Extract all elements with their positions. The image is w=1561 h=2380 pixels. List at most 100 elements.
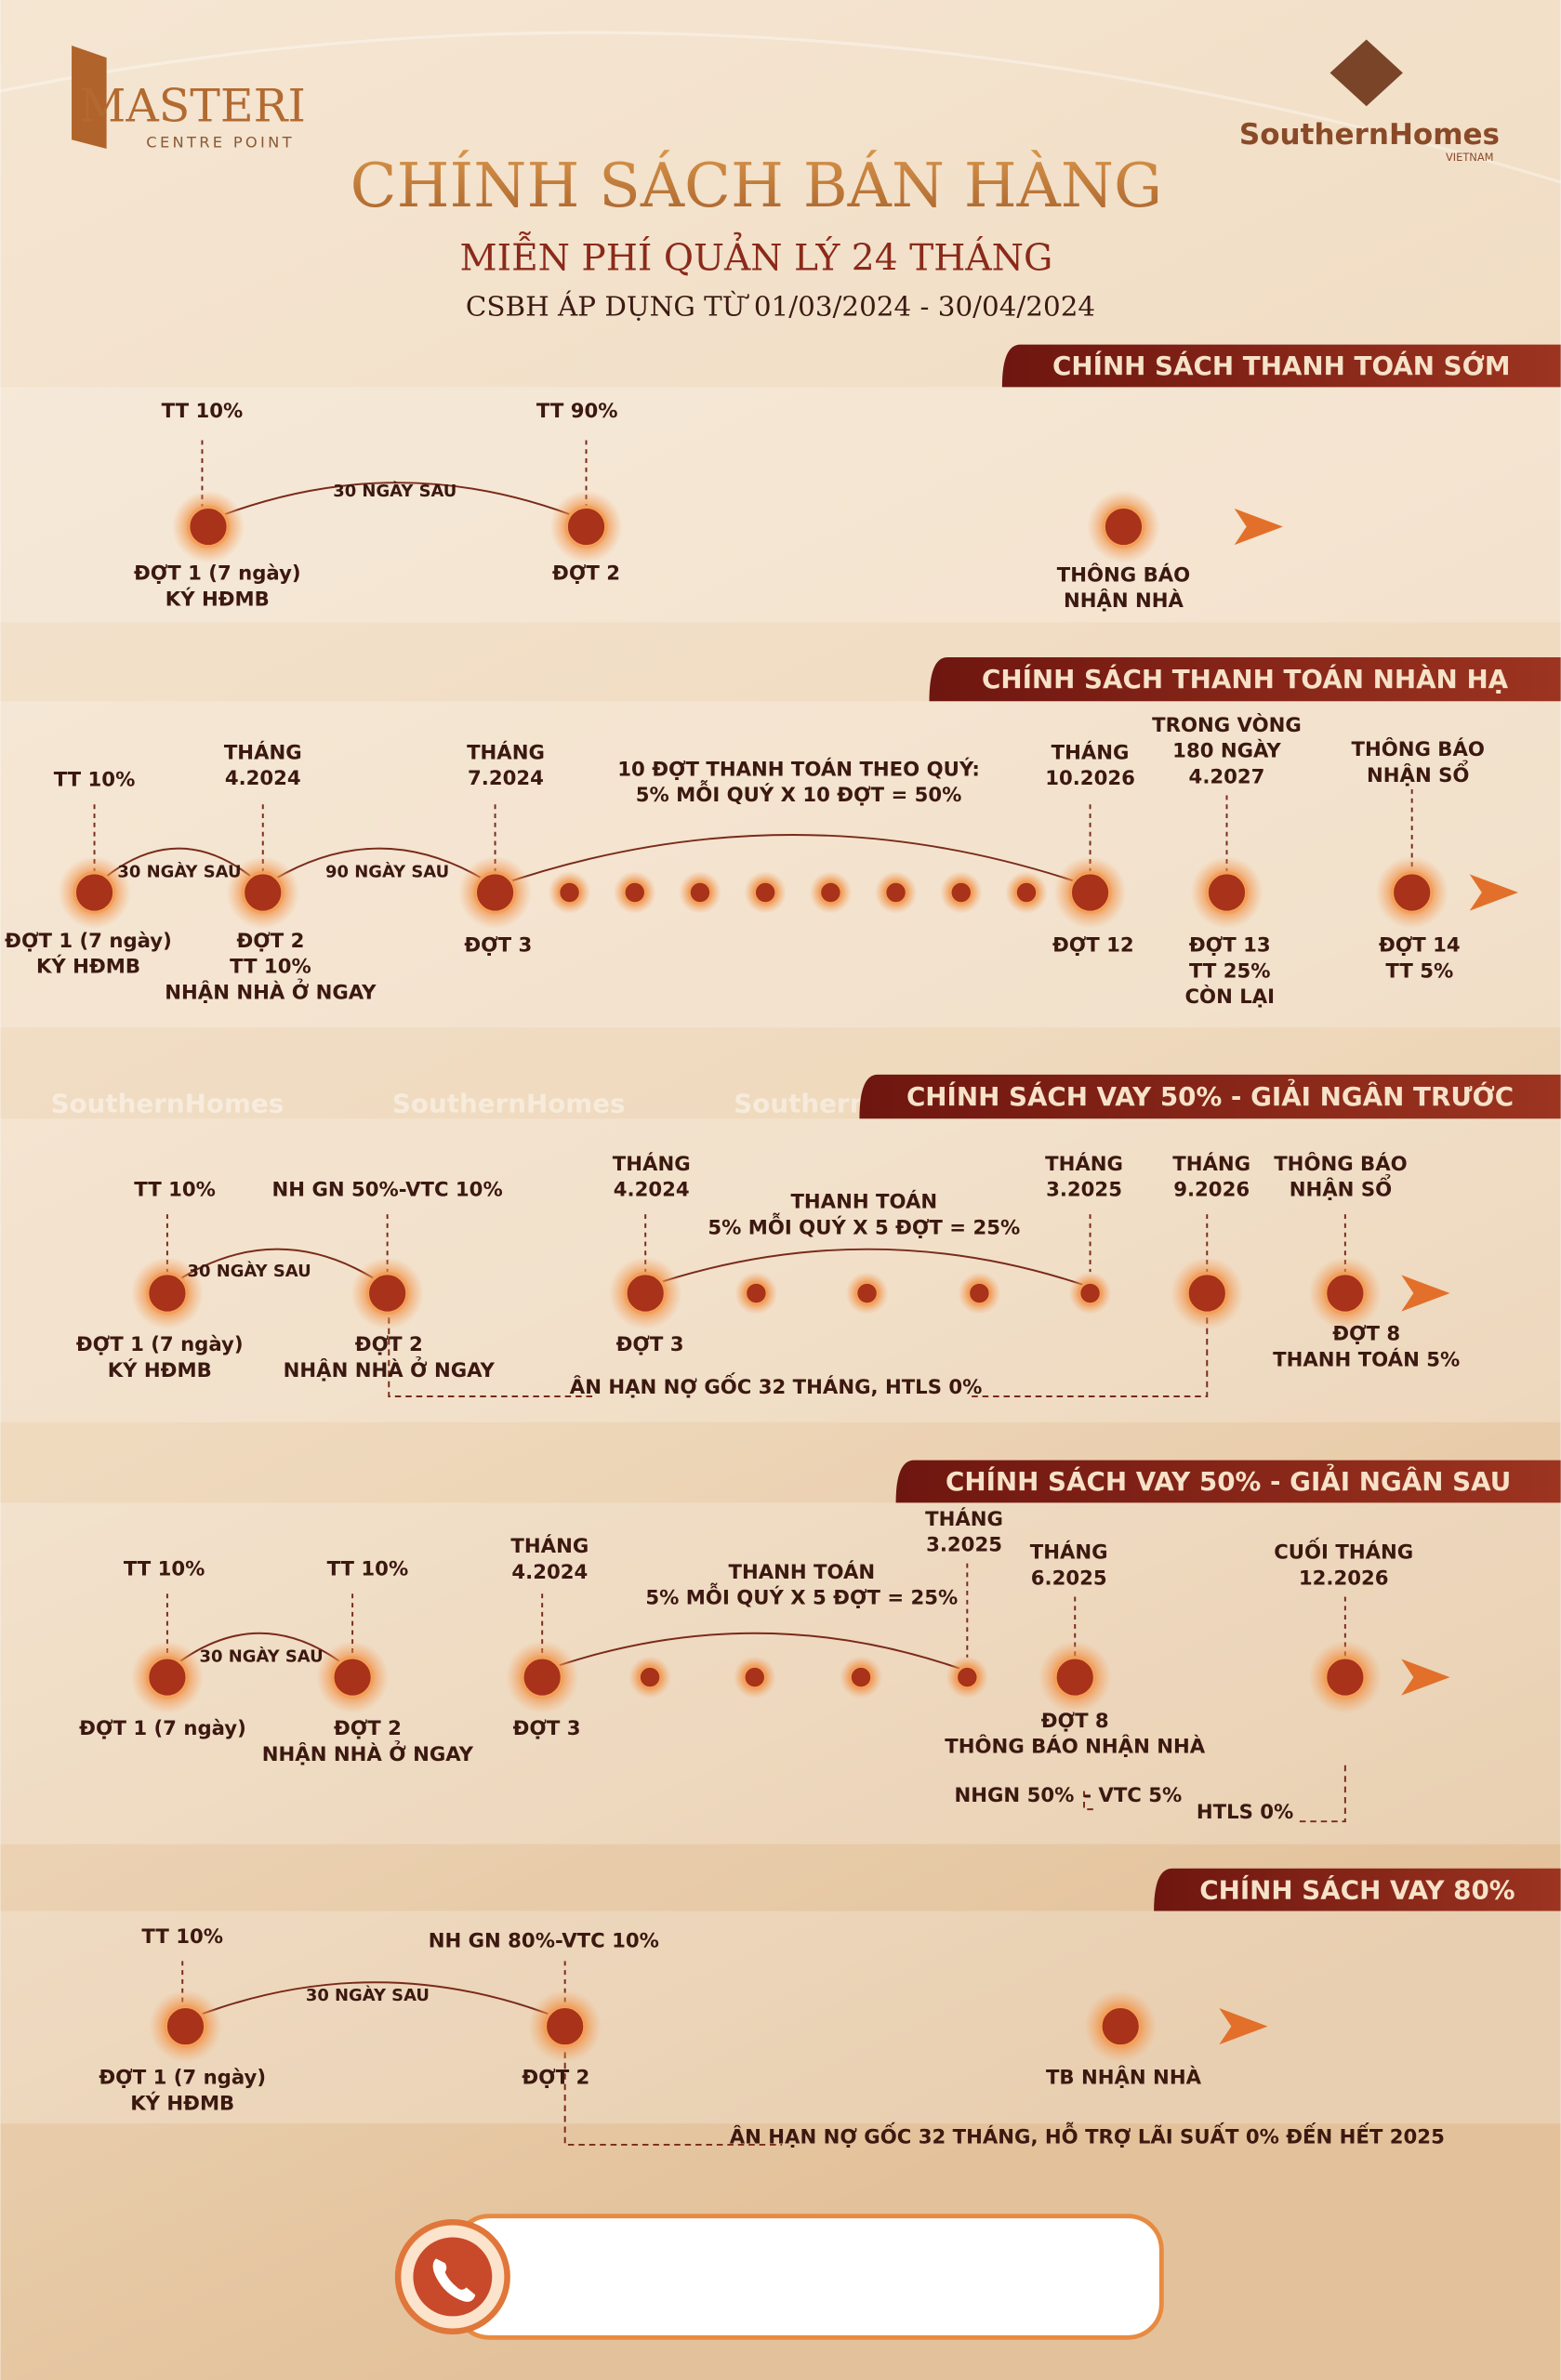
node: [1185, 1272, 1229, 1315]
below-label: ĐỢT 3: [464, 934, 532, 958]
below-label: ĐỢT 14: [1379, 934, 1461, 958]
above-label: THANH TOÁN: [729, 1560, 876, 1584]
above-label: THÁNG: [224, 740, 302, 764]
above-label: NHẬN SỔ: [1290, 1174, 1392, 1202]
title-bar: [1001, 344, 1561, 388]
node: [1068, 871, 1112, 914]
above-label: THÁNG: [1030, 1540, 1108, 1565]
bracket-dash: [1299, 1760, 1346, 1823]
above-label: TT 10%: [327, 1558, 409, 1581]
brand-sub: CENTRE POINT: [146, 133, 295, 151]
node: [187, 505, 230, 549]
above-label: 10.2026: [1045, 767, 1135, 790]
node: [1323, 1656, 1367, 1699]
below-label: ĐỢT 12: [1052, 934, 1134, 958]
bracket-dash: [388, 1317, 596, 1398]
span-arc: [185, 1981, 566, 2021]
above-label: 180 NGÀY: [1172, 739, 1281, 763]
arrow-head: [1401, 1659, 1450, 1696]
above-label: 4.2024: [225, 767, 301, 790]
subtitle: MIỄN PHÍ QUẢN LÝ 24 THÁNG: [460, 231, 1053, 280]
above-label: 6.2025: [1031, 1567, 1107, 1590]
partner-logo: SouthernHomes VIETNAM: [1239, 39, 1500, 164]
partner-sub: VIETNAM: [1446, 151, 1494, 164]
brand: MASTERI: [79, 80, 306, 133]
below-label: NHẬN NHÀ Ở NGAY: [262, 1740, 474, 1766]
partner: SouthernHomes: [1239, 118, 1500, 152]
title-bar: [929, 656, 1561, 702]
small-node: [638, 1665, 662, 1689]
node: [1099, 2004, 1143, 2048]
section-title: CHÍNH SÁCH THANH TOÁN SỚM: [1052, 350, 1510, 381]
arrow-head: [1219, 2008, 1268, 2045]
below-label: ĐỢT 1 (7 ngày): [76, 1333, 244, 1356]
below-label: CÒN LẠI: [1184, 985, 1275, 1009]
node: [164, 2004, 207, 2048]
below-label: KÝ HĐMB: [108, 1358, 212, 1382]
above-label: 10 ĐỢT THANH TOÁN THEO QUÝ:: [617, 757, 980, 781]
above-label: TT 10%: [124, 1558, 205, 1581]
note: NHGN 50%: [954, 1784, 1074, 1807]
below-label: NHẬN NHÀ: [1064, 588, 1184, 613]
node: [146, 1272, 189, 1315]
above-label: TT 10%: [134, 1179, 216, 1202]
small-node: [1078, 1281, 1103, 1305]
below-label: TT 10%: [230, 956, 311, 979]
small-node: [753, 880, 777, 905]
below-label: ĐỢT 8: [1041, 1710, 1109, 1733]
below-label: ĐỢT 2: [334, 1717, 402, 1740]
above-label: 4.2024: [614, 1179, 690, 1202]
below-label: ĐỢT 13: [1189, 934, 1271, 958]
above-label: 4.2027: [1189, 765, 1265, 788]
node: [1102, 505, 1145, 549]
node: [543, 2004, 587, 2048]
above-label: 9.2026: [1173, 1179, 1250, 1202]
above-label: THÁNG: [467, 740, 545, 764]
node: [73, 871, 116, 914]
small-node: [744, 1281, 769, 1305]
above-label: 12.2026: [1299, 1567, 1389, 1590]
watermark: SouthernHomes: [51, 1089, 284, 1119]
timelines: CHÍNH SÁCH THANH TOÁN SỚM TT 10% TT 90% ĐỢT…: [0, 344, 1561, 2149]
below-label: ĐỢT 1 (7 ngày): [134, 562, 301, 586]
section-title: CHÍNH SÁCH VAY 50% - GIẢI NGÂN SAU: [946, 1462, 1511, 1497]
node: [365, 1272, 409, 1315]
above-label: CUỐI THÁNG: [1274, 1538, 1413, 1565]
small-node: [949, 880, 973, 905]
above-label: 5% MỖI QUÝ X 5 ĐỢT = 25%: [708, 1212, 1020, 1239]
above-label: THÔNG BÁO: [1274, 1152, 1407, 1176]
below-label: THÔNG BÁO NHẬN NHÀ: [945, 1734, 1205, 1759]
below-label: ĐỢT 1 (7 ngày): [99, 2067, 266, 2090]
note: - VTC 5%: [1083, 1784, 1182, 1807]
below-label: THÔNG BÁO: [1057, 562, 1190, 587]
above-label: THANH TOÁN: [790, 1190, 937, 1214]
node: [146, 1656, 189, 1699]
above-label: NH GN 50%-VTC 10%: [272, 1179, 503, 1202]
brand-logo: MASTERI CENTRE POINT: [72, 45, 306, 151]
node: [1323, 1272, 1367, 1315]
span-label: 30 NGÀY SAU: [187, 1261, 311, 1281]
above-label: 7.2024: [468, 767, 544, 790]
node: [1205, 871, 1249, 914]
panel: [0, 1118, 1561, 1422]
bracket-dash: [563, 2052, 783, 2146]
below-label: NHẬN NHÀ Ở NGAY: [284, 1356, 496, 1382]
small-node: [623, 880, 647, 905]
title-bar: [1154, 1868, 1561, 1911]
below-label: ĐỢT 1 (7 ngày): [5, 930, 172, 953]
timeline-section: CHÍNH SÁCH THANH TOÁN SỚM TT 10% TT 90% ĐỢT…: [0, 344, 1561, 623]
arrow-head: [1401, 1275, 1450, 1312]
watermark: SouthernHomes: [392, 1089, 626, 1119]
above-label: THÁNG: [1045, 1152, 1123, 1176]
above-label: TRONG VÒNG: [1152, 713, 1302, 737]
above-label: THÁNG: [925, 1507, 1003, 1531]
node: [241, 871, 284, 914]
timeline-section: CHÍNH SÁCH VAY 50% - GIẢI NGÂN TRƯỚC TT 1…: [0, 1074, 1561, 1422]
span-arc: [262, 847, 496, 888]
small-node: [955, 1665, 979, 1689]
panel: [0, 1911, 1561, 2124]
small-node: [557, 880, 582, 905]
small-node: [743, 1665, 767, 1689]
